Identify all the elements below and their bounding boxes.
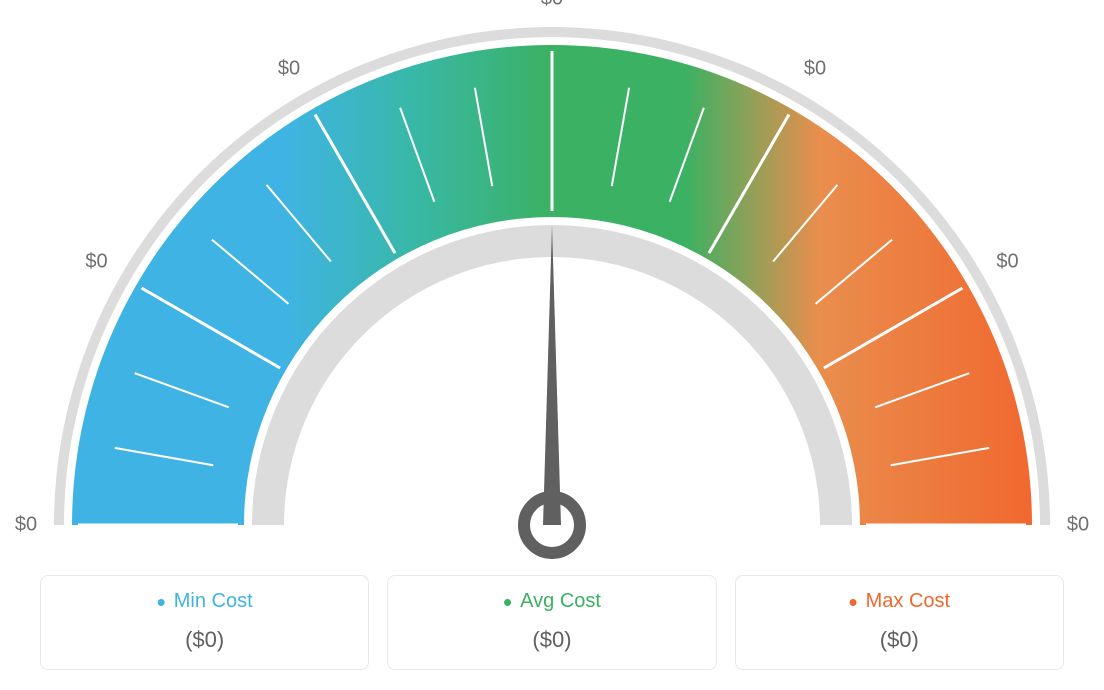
- legend-max-label: Max Cost: [746, 590, 1053, 613]
- legend-min-value: ($0): [51, 627, 358, 653]
- legend-min-label: Min Cost: [51, 590, 358, 613]
- gauge-tick-label: $0: [15, 514, 37, 537]
- gauge-svg: [0, 0, 1104, 560]
- legend-avg-label: Avg Cost: [398, 590, 705, 613]
- legend-avg-value: ($0): [398, 627, 705, 653]
- gauge-tick-label: $0: [804, 58, 826, 81]
- gauge-tick-label: $0: [996, 251, 1018, 274]
- gauge-tick-label: $0: [278, 58, 300, 81]
- gauge-tick-label: $0: [85, 251, 107, 274]
- gauge-tick-label: $0: [1067, 514, 1089, 537]
- cost-gauge-chart: $0 $0 $0 $0 $0 $0 $0: [0, 0, 1104, 560]
- legend-card-max: Max Cost ($0): [735, 575, 1064, 670]
- legend-row: Min Cost ($0) Avg Cost ($0) Max Cost ($0…: [40, 575, 1064, 670]
- legend-max-value: ($0): [746, 627, 1053, 653]
- gauge-tick-label: $0: [541, 0, 563, 11]
- legend-card-avg: Avg Cost ($0): [387, 575, 716, 670]
- legend-card-min: Min Cost ($0): [40, 575, 369, 670]
